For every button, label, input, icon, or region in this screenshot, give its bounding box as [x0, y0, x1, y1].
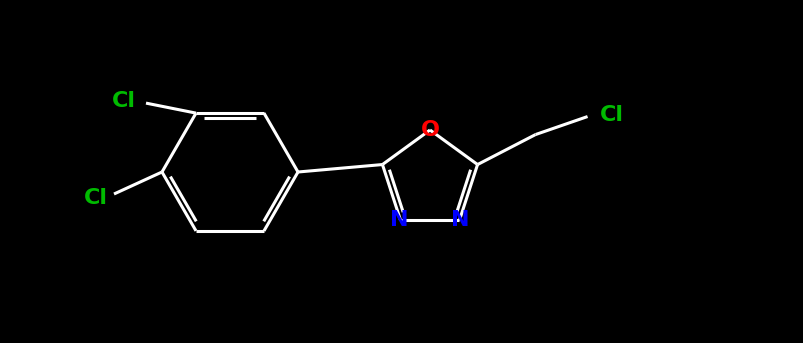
Text: Cl: Cl [84, 188, 108, 208]
Text: N: N [390, 211, 409, 230]
Text: N: N [450, 211, 469, 230]
Text: O: O [420, 120, 439, 140]
Text: Cl: Cl [112, 91, 136, 111]
Text: Cl: Cl [599, 105, 623, 125]
